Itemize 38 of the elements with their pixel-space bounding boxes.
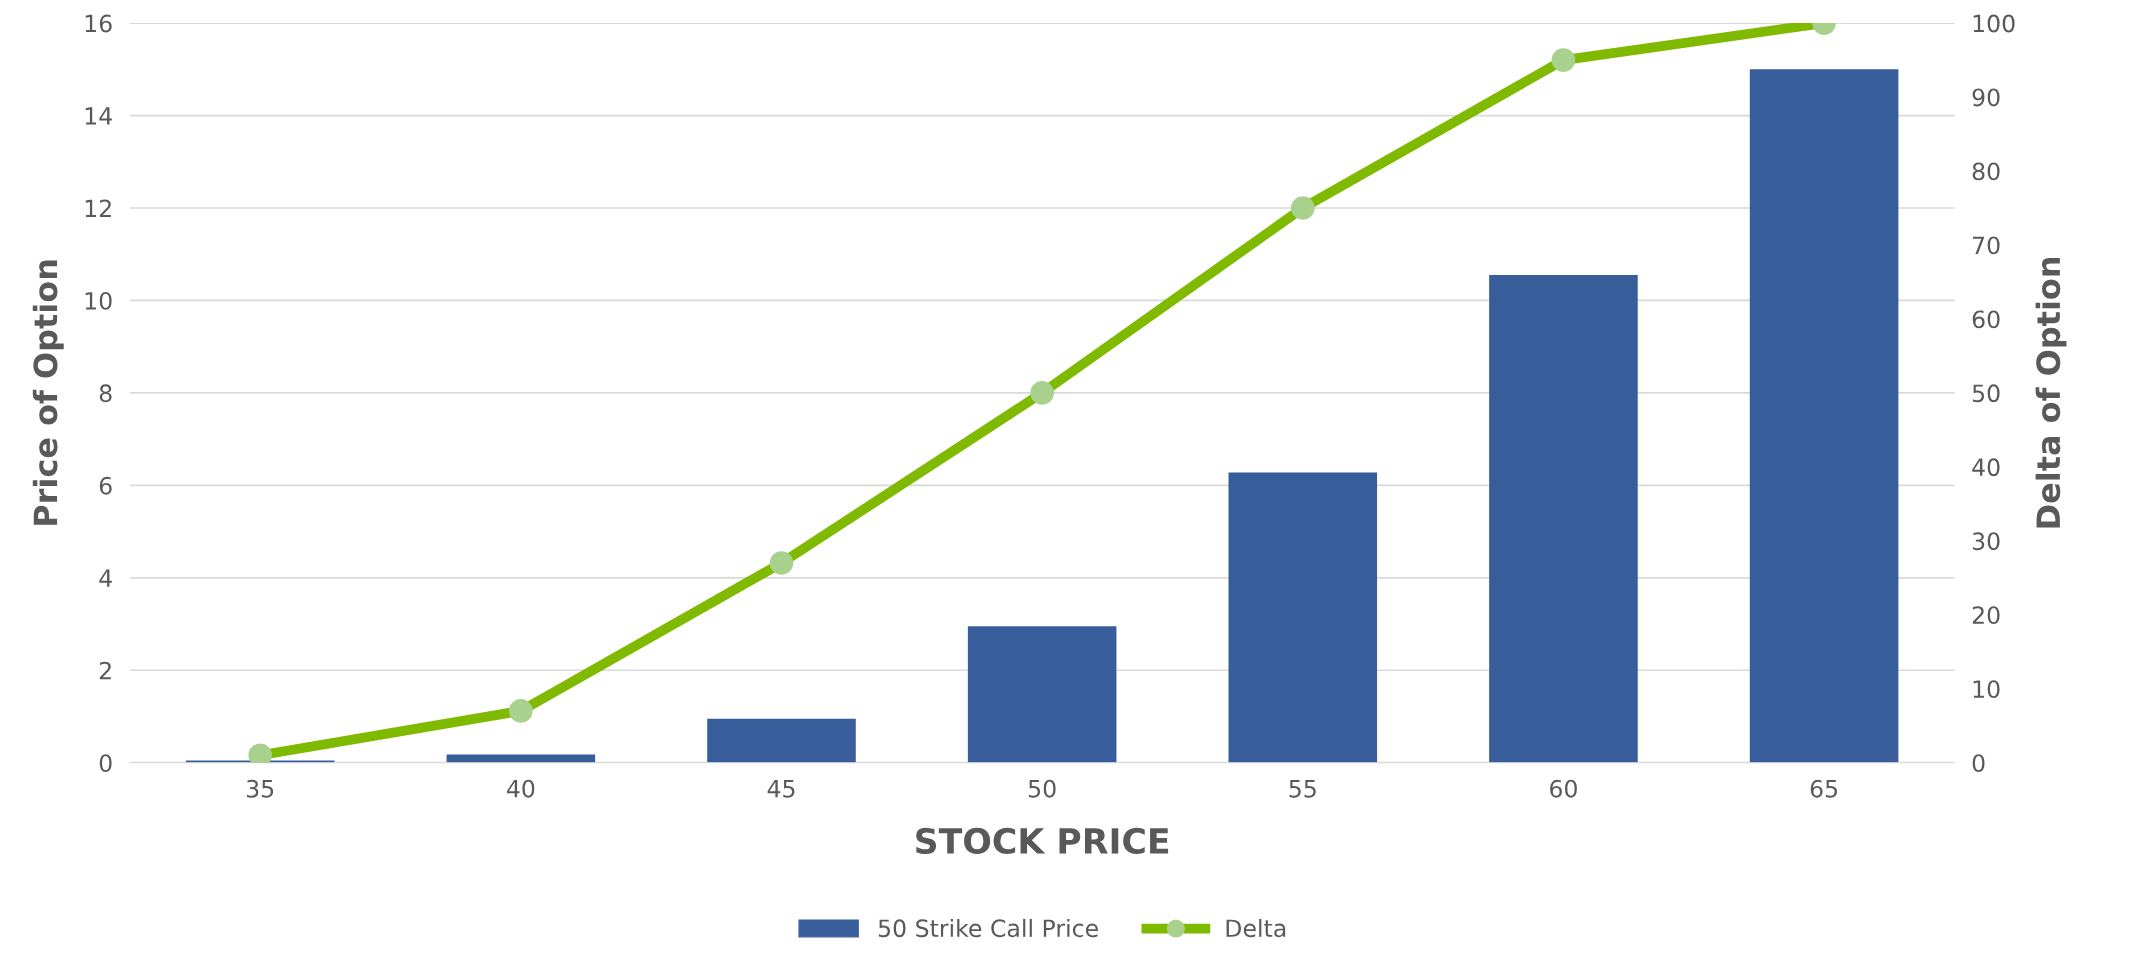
y2-tick-label: 50 [1972, 384, 2000, 403]
y2-tick-label: 20 [1972, 606, 2000, 625]
y2-tick-label: 60 [1972, 310, 2000, 329]
x-tick-label: 45 [767, 780, 795, 798]
y2-axis-title: Delta of Option [2035, 257, 2067, 528]
x-axis-title: STOCK PRICE [916, 827, 1169, 855]
x-tick-label: 40 [506, 779, 535, 798]
y2-tick-label: 30 [1972, 532, 2000, 551]
legend-label: Delta [1226, 918, 1286, 938]
x-tick-label: 65 [1810, 779, 1838, 798]
y2-tick-label: 0 [1972, 754, 1985, 772]
y-tick-label: 12 [85, 199, 111, 217]
bar [1228, 472, 1378, 763]
y-tick-label: 6 [99, 476, 112, 495]
y2-tick-label: 100 [1973, 14, 2015, 33]
y-tick-label: 16 [85, 14, 112, 33]
y-axis-title: Price of Option [32, 260, 64, 525]
y2-tick-label: 90 [1972, 88, 2000, 107]
bar [967, 626, 1117, 763]
y-tick-label: 0 [99, 754, 112, 772]
x-tick-label: 50 [1028, 779, 1056, 798]
y-tick-label: 2 [99, 661, 111, 680]
bar [707, 718, 856, 763]
y2-tick-label: 10 [1973, 680, 2000, 699]
x-tick-label: 55 [1289, 780, 1316, 798]
y2-tick-label: 70 [1973, 236, 2000, 255]
x-tick-label: 35 [246, 779, 274, 798]
y-tick-label: 10 [85, 291, 112, 310]
y-tick-label: 14 [85, 107, 112, 125]
y2-tick-label: 80 [1972, 162, 2000, 181]
legend-label: 50 Strike Call Price [878, 918, 1098, 938]
y-tick-label: 4 [99, 569, 112, 587]
x-tick-label: 60 [1550, 779, 1577, 798]
bar [446, 754, 596, 763]
bar [1749, 69, 1899, 763]
y-tick-label: 8 [99, 384, 112, 403]
bar [1489, 275, 1638, 763]
y2-tick-label: 40 [1972, 458, 2000, 477]
